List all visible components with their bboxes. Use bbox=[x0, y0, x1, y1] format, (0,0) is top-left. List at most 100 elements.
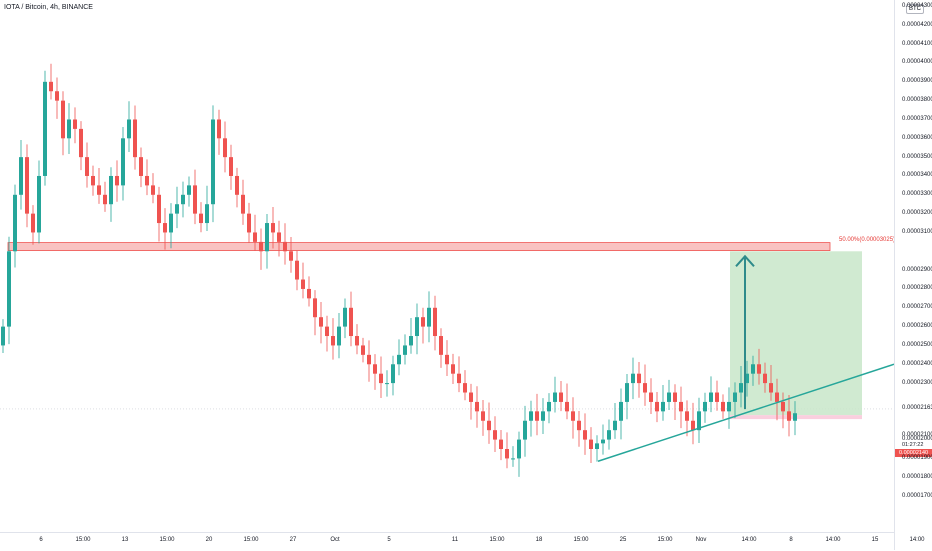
candle[interactable] bbox=[691, 420, 695, 431]
candle[interactable] bbox=[97, 185, 101, 195]
candle[interactable] bbox=[775, 392, 779, 402]
candle[interactable] bbox=[151, 185, 155, 195]
candle[interactable] bbox=[175, 204, 179, 214]
candle[interactable] bbox=[145, 175, 149, 186]
candle[interactable] bbox=[625, 383, 629, 402]
candle[interactable] bbox=[355, 336, 359, 346]
price-axis[interactable] bbox=[894, 0, 932, 550]
candle[interactable] bbox=[541, 411, 545, 421]
candle[interactable] bbox=[205, 204, 209, 224]
candle[interactable] bbox=[793, 413, 797, 421]
candle[interactable] bbox=[91, 175, 95, 186]
candle[interactable] bbox=[763, 373, 767, 384]
candle[interactable] bbox=[613, 420, 617, 431]
candle[interactable] bbox=[565, 401, 569, 412]
candle[interactable] bbox=[121, 138, 125, 186]
candle[interactable] bbox=[469, 392, 473, 402]
candle[interactable] bbox=[631, 373, 635, 384]
candle[interactable] bbox=[235, 175, 239, 195]
candle[interactable] bbox=[745, 373, 749, 384]
candle[interactable] bbox=[601, 439, 605, 444]
candle[interactable] bbox=[493, 430, 497, 440]
candle[interactable] bbox=[271, 223, 275, 233]
symbol-title[interactable]: IOTA / Bitcoin, 4h, BINANCE bbox=[4, 4, 93, 11]
candle[interactable] bbox=[187, 185, 191, 195]
candle[interactable] bbox=[331, 336, 335, 346]
candle[interactable] bbox=[67, 119, 71, 139]
candle[interactable] bbox=[433, 307, 437, 337]
candle[interactable] bbox=[79, 128, 83, 158]
candle[interactable] bbox=[313, 298, 317, 318]
candle[interactable] bbox=[445, 354, 449, 365]
candle[interactable] bbox=[751, 364, 755, 374]
candle[interactable] bbox=[391, 364, 395, 384]
candle[interactable] bbox=[337, 326, 341, 346]
candle[interactable] bbox=[241, 194, 245, 214]
candle[interactable] bbox=[169, 213, 173, 233]
candle[interactable] bbox=[667, 392, 671, 402]
candle[interactable] bbox=[679, 401, 683, 412]
candle[interactable] bbox=[643, 383, 647, 393]
candle[interactable] bbox=[421, 317, 425, 327]
candle[interactable] bbox=[49, 81, 53, 92]
candle[interactable] bbox=[31, 213, 35, 233]
candle[interactable] bbox=[703, 401, 707, 412]
candle[interactable] bbox=[325, 326, 329, 337]
candle[interactable] bbox=[85, 157, 89, 176]
candle[interactable] bbox=[133, 119, 137, 158]
candle[interactable] bbox=[157, 194, 161, 224]
candle[interactable] bbox=[109, 175, 113, 205]
candle[interactable] bbox=[577, 420, 581, 431]
candle[interactable] bbox=[55, 91, 59, 101]
candle[interactable] bbox=[253, 232, 257, 242]
candle[interactable] bbox=[397, 354, 401, 365]
candle[interactable] bbox=[295, 260, 299, 280]
candle[interactable] bbox=[655, 401, 659, 412]
candle[interactable] bbox=[685, 411, 689, 421]
candle[interactable] bbox=[127, 119, 131, 139]
candle[interactable] bbox=[463, 383, 467, 393]
candle[interactable] bbox=[259, 241, 263, 252]
candle[interactable] bbox=[511, 458, 515, 460]
candle[interactable] bbox=[589, 439, 593, 450]
candle[interactable] bbox=[721, 401, 725, 412]
candle[interactable] bbox=[163, 223, 167, 233]
candle[interactable] bbox=[757, 364, 761, 374]
candle[interactable] bbox=[571, 411, 575, 421]
candle[interactable] bbox=[787, 411, 791, 421]
candle[interactable] bbox=[457, 373, 461, 384]
chart-area[interactable] bbox=[0, 0, 894, 532]
candle[interactable] bbox=[385, 383, 389, 385]
candle[interactable] bbox=[451, 364, 455, 374]
candle[interactable] bbox=[43, 81, 47, 176]
candle[interactable] bbox=[199, 213, 203, 224]
candle[interactable] bbox=[481, 411, 485, 421]
time-axis[interactable] bbox=[0, 532, 894, 551]
price-chart[interactable] bbox=[0, 0, 894, 532]
candle[interactable] bbox=[25, 157, 29, 214]
candle[interactable] bbox=[619, 401, 623, 421]
candle[interactable] bbox=[361, 345, 365, 355]
candle[interactable] bbox=[103, 194, 107, 205]
candle[interactable] bbox=[193, 185, 197, 214]
candle[interactable] bbox=[7, 251, 11, 327]
candle[interactable] bbox=[559, 392, 563, 402]
candle[interactable] bbox=[13, 194, 17, 252]
candle[interactable] bbox=[403, 345, 407, 355]
candle[interactable] bbox=[115, 175, 119, 186]
target-zone[interactable] bbox=[730, 251, 862, 416]
candle[interactable] bbox=[499, 439, 503, 450]
candle[interactable] bbox=[265, 223, 269, 252]
candle[interactable] bbox=[739, 383, 743, 393]
candle[interactable] bbox=[529, 411, 533, 421]
candle[interactable] bbox=[19, 157, 23, 195]
candle[interactable] bbox=[1, 326, 5, 346]
candle[interactable] bbox=[289, 251, 293, 261]
candle[interactable] bbox=[307, 288, 311, 299]
candle[interactable] bbox=[781, 401, 785, 412]
candle[interactable] bbox=[649, 392, 653, 402]
candle[interactable] bbox=[217, 119, 221, 139]
candle[interactable] bbox=[301, 279, 305, 289]
candle[interactable] bbox=[517, 439, 521, 459]
candle[interactable] bbox=[415, 317, 419, 337]
